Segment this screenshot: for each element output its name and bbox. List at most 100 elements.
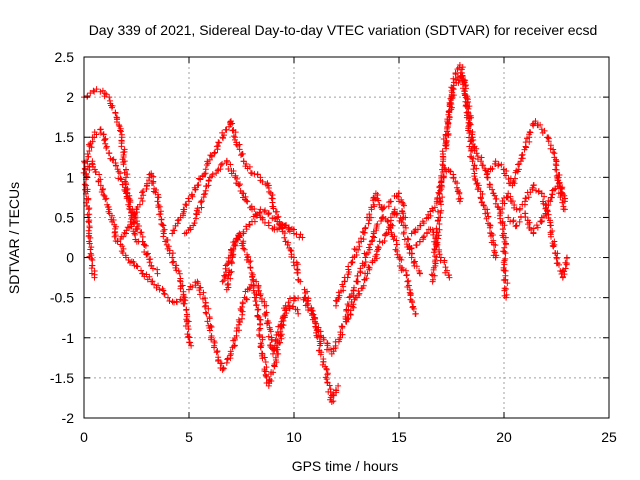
data-point [251,283,258,290]
data-point [428,271,435,278]
data-point [412,310,419,317]
data-point [350,301,357,308]
data-point [499,226,506,233]
data-point [247,264,254,271]
data-point [85,196,92,203]
data-point [299,234,306,241]
data-point [353,278,360,285]
data-point [120,154,127,161]
data-point [236,327,243,334]
data-point [387,198,394,205]
data-point [259,355,266,362]
data-point [120,233,127,240]
data-point [323,376,330,383]
data-point [112,110,119,117]
data-point [209,171,216,178]
data-point [347,307,354,314]
data-point [215,356,222,363]
x-axis-ticks: 0 5 10 15 20 25 [80,57,617,445]
data-point [473,165,480,172]
data-point [249,276,256,283]
data-point [495,162,502,169]
data-point [228,170,235,177]
data-point [468,154,475,161]
data-point [86,211,93,218]
data-point [197,291,204,298]
data-point [220,365,227,372]
data-point [270,203,277,210]
data-point [218,360,225,367]
data-point [367,214,374,221]
data-point [170,258,177,265]
data-point [154,270,161,277]
data-point [182,297,189,304]
data-point [121,186,128,193]
data-point [317,351,324,358]
data-point [201,171,208,178]
data-point [533,222,540,229]
data-point [188,342,195,349]
data-point [466,134,473,141]
data-point [478,154,485,161]
data-point [492,158,499,165]
data-point [441,259,448,266]
data-point [257,325,264,332]
data-point [95,178,102,185]
data-point [127,218,134,225]
data-point [561,198,568,205]
data-point [360,282,367,289]
data-point [213,349,220,356]
data-point [134,225,141,232]
data-point [259,216,266,223]
data-point [420,220,427,227]
data-point [257,206,264,213]
data-point [554,176,561,183]
data-point [365,264,372,271]
data-point [88,255,95,262]
data-point [220,132,227,139]
y-tick-label: -0.5 [50,290,74,306]
data-point [90,87,97,94]
data-point [472,177,479,184]
data-point [287,295,294,302]
data-point [323,366,330,373]
data-point [86,205,93,212]
data-point [444,120,451,127]
data-point [141,242,148,249]
x-tick-label: 20 [496,429,512,445]
data-point [227,258,234,265]
data-point [330,398,337,405]
data-point [251,294,258,301]
data-point [519,151,526,158]
data-point [458,73,465,80]
data-point [114,238,121,245]
data-point [335,296,342,303]
data-point [96,171,103,178]
data-point [101,137,108,144]
data-point [432,246,439,253]
data-point [449,85,456,92]
data-point [404,235,411,242]
data-point [516,161,523,167]
data-point [497,219,504,226]
data-point [433,254,440,261]
data-point [228,259,235,266]
data-point [103,91,110,98]
data-point [85,206,92,213]
data-point [295,295,302,302]
data-point [253,278,260,285]
plot-frame [83,56,610,419]
data-point [465,108,472,115]
data-point [108,104,115,111]
data-point [471,162,478,169]
data-point [123,166,130,173]
data-point [99,186,106,193]
data-point [530,182,537,189]
data-point [564,254,570,261]
data-point [387,214,394,221]
data-point [502,234,509,241]
data-point [119,243,126,250]
data-point [532,118,539,125]
data-point [497,215,504,222]
data-point [411,258,418,265]
